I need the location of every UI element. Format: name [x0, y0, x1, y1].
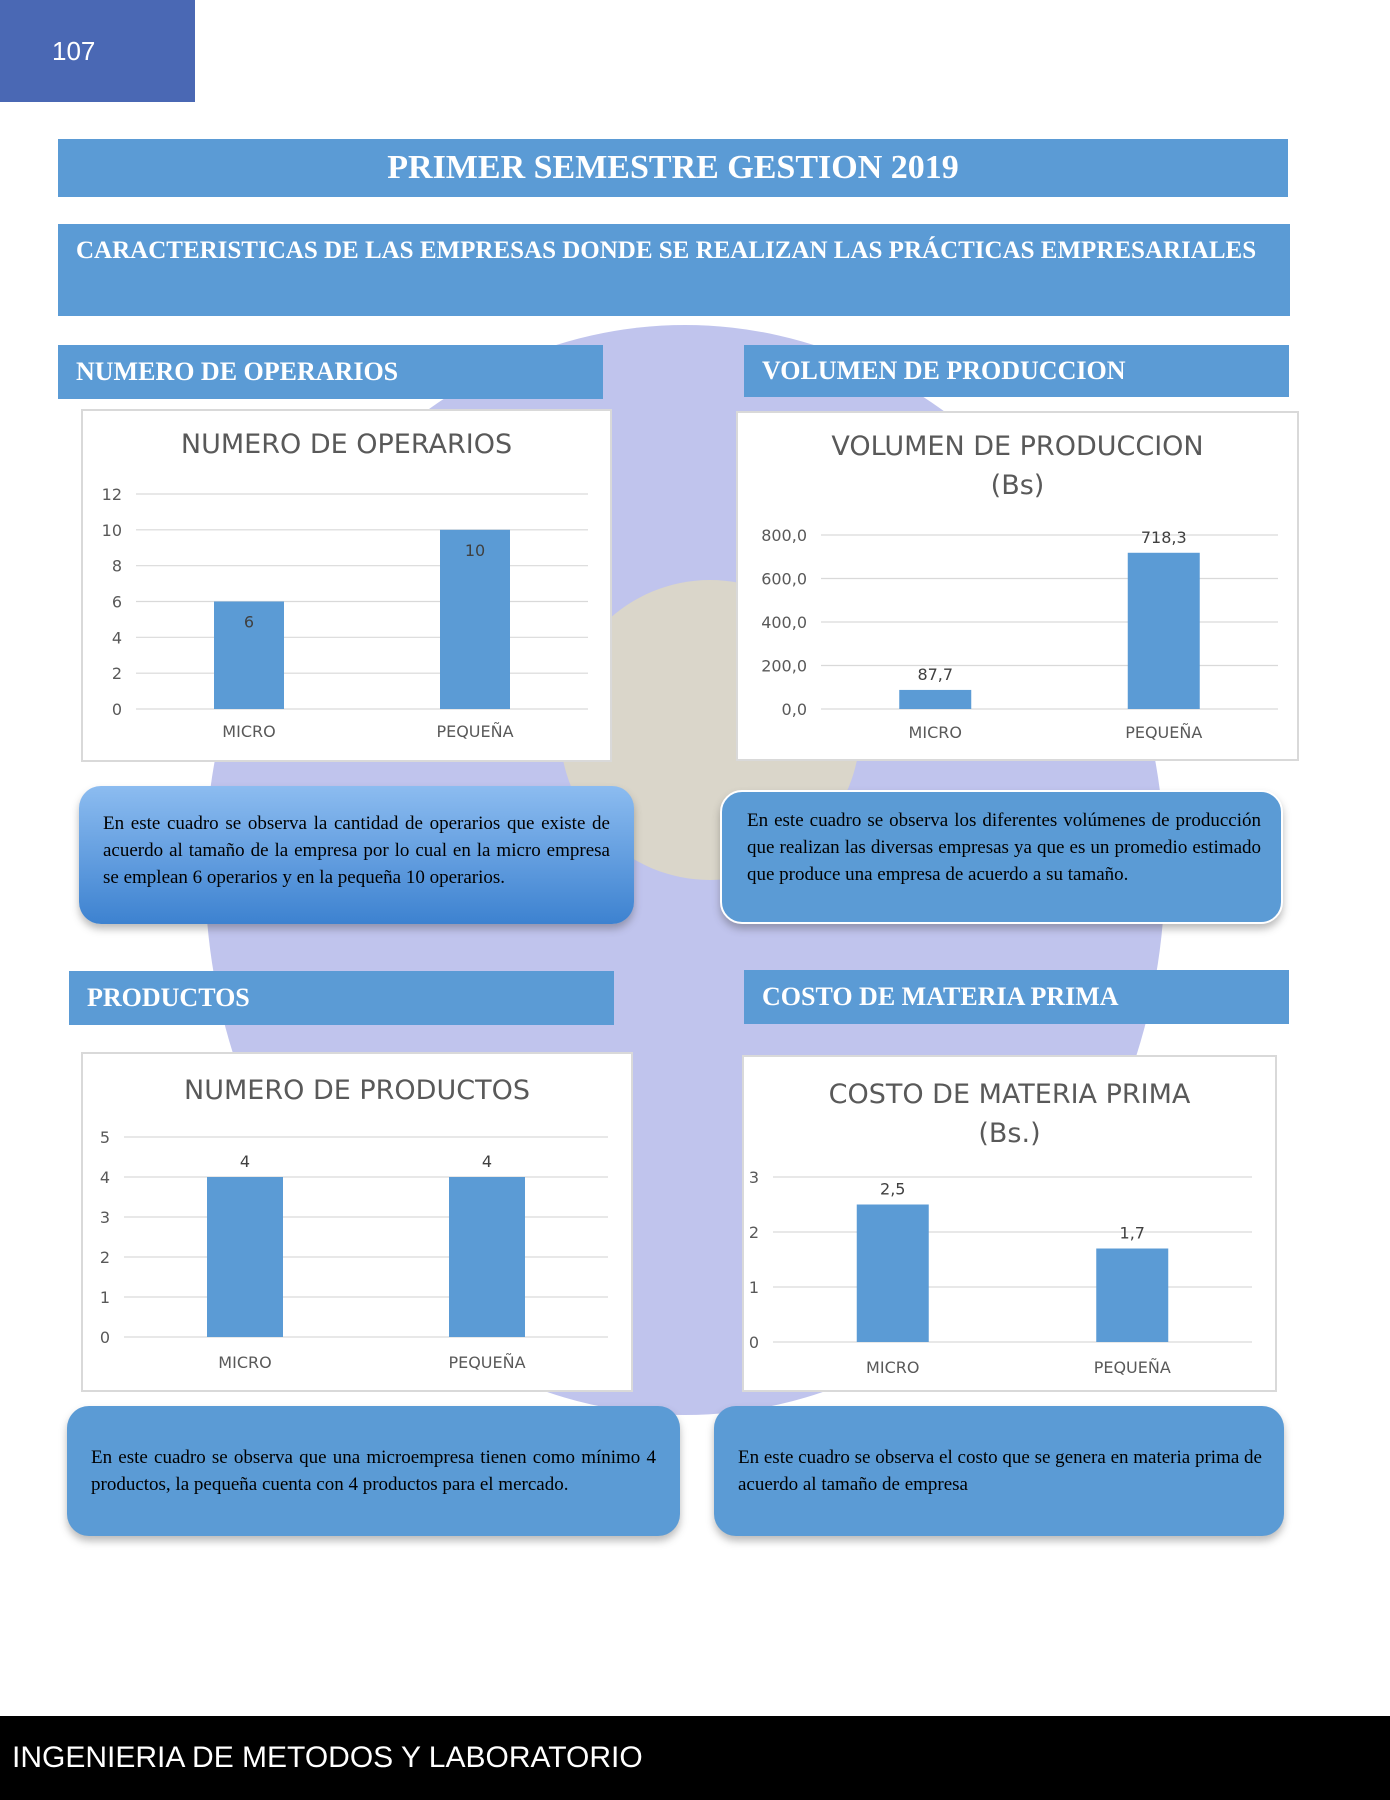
chart-costo-svg: COSTO DE MATERIA PRIMA (Bs.) 0 1 2 3 2,5 MICRO 1… — [749, 1079, 1252, 1377]
note-productos: En este cuadro se observa que una microe… — [67, 1406, 680, 1536]
bar — [856, 1204, 929, 1342]
y-tick-label: 0,0 — [782, 700, 807, 719]
chart-title: (Bs) — [991, 470, 1045, 501]
y-tick-label: 1 — [100, 1288, 110, 1307]
data-label: 87,7 — [917, 665, 953, 684]
chart-volumen-svg: VOLUMEN DE PRODUCCION (Bs) 0,0 200,0 400,0 60… — [761, 431, 1278, 742]
y-tick-label: 8 — [112, 557, 122, 576]
y-tick-label: 200,0 — [761, 657, 807, 676]
y-tick-label: 800,0 — [761, 526, 807, 545]
category-label: PEQUEÑA — [1125, 723, 1202, 742]
section-heading-productos: PRODUCTOS — [69, 971, 614, 1025]
chart-costo: COSTO DE MATERIA PRIMA (Bs.) 0 1 2 3 2,5 MICRO 1… — [742, 1055, 1277, 1392]
category-label: MICRO — [866, 1358, 919, 1377]
data-label: 10 — [465, 541, 485, 560]
page-title: PRIMER SEMESTRE GESTION 2019 — [58, 139, 1288, 197]
section-heading-costo: COSTO DE MATERIA PRIMA — [744, 970, 1289, 1024]
bar — [440, 529, 510, 709]
category-label: PEQUEÑA — [1094, 1358, 1171, 1377]
y-tick-label: 6 — [112, 593, 122, 612]
chart-operarios-svg: NUMERO DE OPERARIOS 0 2 4 6 8 10 12 6 MICRO 10 PEQU… — [102, 429, 588, 741]
y-tick-label: 12 — [102, 485, 122, 504]
y-tick-label: 1 — [749, 1278, 759, 1297]
note-costo: En este cuadro se observa el costo que s… — [714, 1406, 1284, 1536]
y-tick-label: 0 — [749, 1333, 759, 1352]
bar — [207, 1177, 283, 1337]
category-label: MICRO — [909, 723, 962, 742]
y-tick-label: 0 — [112, 700, 122, 719]
data-label: 718,3 — [1141, 528, 1187, 547]
y-tick-label: 0 — [100, 1328, 110, 1347]
y-tick-label: 4 — [100, 1168, 110, 1187]
data-label: 4 — [482, 1152, 492, 1171]
data-label: 1,7 — [1120, 1224, 1145, 1243]
category-label: PEQUEÑA — [448, 1353, 525, 1372]
footer-title: INGENIERIA DE METODOS Y LABORATORIO — [0, 1716, 1390, 1800]
bar — [899, 689, 972, 709]
chart-title: NUMERO DE PRODUCTOS — [184, 1075, 530, 1106]
y-tick-label: 2 — [112, 664, 122, 683]
bar — [214, 601, 284, 709]
category-label: MICRO — [218, 1353, 271, 1372]
page-number: 107 — [0, 0, 195, 102]
data-label: 6 — [244, 613, 254, 632]
y-tick-label: 2 — [749, 1223, 759, 1242]
note-volumen: En este cuadro se observa los diferentes… — [720, 790, 1283, 924]
category-label: PEQUEÑA — [436, 722, 513, 741]
y-tick-label: 2 — [100, 1248, 110, 1267]
section-heading-operarios: NUMERO DE OPERARIOS — [58, 345, 603, 399]
data-label: 2,5 — [880, 1180, 905, 1199]
y-tick-label: 600,0 — [761, 570, 807, 589]
chart-operarios: NUMERO DE OPERARIOS 0 2 4 6 8 10 12 6 MICRO 10 PEQU… — [81, 409, 612, 762]
section-heading-volumen: VOLUMEN DE PRODUCCION — [744, 345, 1289, 397]
y-tick-label: 10 — [102, 521, 122, 540]
bar — [1127, 552, 1200, 709]
page-subtitle: CARACTERISTICAS DE LAS EMPRESAS DONDE SE… — [58, 224, 1290, 316]
chart-title: COSTO DE MATERIA PRIMA — [829, 1079, 1191, 1110]
data-label: 4 — [240, 1152, 250, 1171]
chart-productos: NUMERO DE PRODUCTOS 0 1 2 3 4 5 4 MICRO 4 PEQUEÑA — [81, 1052, 633, 1392]
y-tick-label: 4 — [112, 628, 122, 647]
chart-productos-svg: NUMERO DE PRODUCTOS 0 1 2 3 4 5 4 MICRO 4 PEQUEÑA — [100, 1075, 608, 1372]
bar — [449, 1177, 525, 1337]
chart-title: VOLUMEN DE PRODUCCION — [831, 431, 1203, 462]
y-tick-label: 3 — [100, 1208, 110, 1227]
y-tick-label: 5 — [100, 1128, 110, 1147]
note-operarios: En este cuadro se observa la cantidad de… — [79, 786, 634, 924]
y-tick-label: 3 — [749, 1168, 759, 1187]
y-tick-label: 400,0 — [761, 613, 807, 632]
chart-title: (Bs.) — [978, 1118, 1040, 1149]
category-label: MICRO — [222, 722, 275, 741]
chart-title: NUMERO DE OPERARIOS — [181, 429, 512, 460]
chart-volumen: VOLUMEN DE PRODUCCION (Bs) 0,0 200,0 400,0 60… — [736, 411, 1299, 761]
bar — [1096, 1248, 1169, 1342]
